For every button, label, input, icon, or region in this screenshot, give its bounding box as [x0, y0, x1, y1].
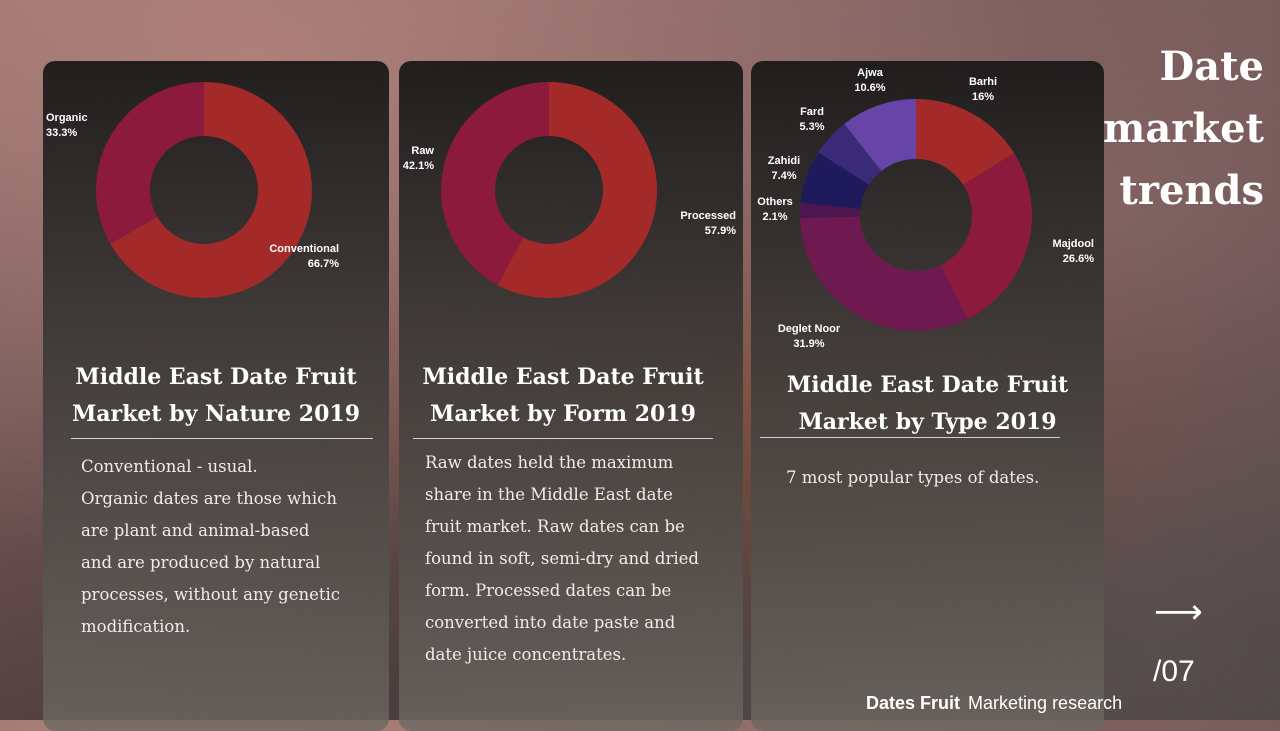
- card-heading: Middle East Date Fruit Market by Type 20…: [751, 367, 1104, 441]
- page-number: /07: [1153, 655, 1195, 688]
- card-market-by-form: Processed 57.9% Raw 42.1% Middle East Date …: [399, 61, 743, 731]
- next-arrow-icon[interactable]: ⟶: [1154, 592, 1203, 632]
- card-heading-line: Market by Type 2019: [798, 409, 1057, 435]
- slice-category-label: Fard: [800, 106, 824, 118]
- slice-value-label: 42.1%: [403, 160, 434, 172]
- slice-category-label: Majdool: [1052, 238, 1094, 250]
- slice-value-label: 10.6%: [854, 82, 885, 94]
- slice-value-label: 16%: [972, 91, 994, 103]
- description-line: modification.: [81, 617, 191, 636]
- card-heading-line: Market by Form 2019: [430, 401, 696, 427]
- card-heading-line: Middle East Date Fruit: [786, 372, 1069, 398]
- card-heading: Middle East Date Fruit Market by Nature …: [43, 359, 389, 433]
- card-heading-line: Middle East Date Fruit: [422, 364, 704, 390]
- card-heading-line: Middle East Date Fruit: [75, 364, 357, 390]
- divider: [760, 437, 1060, 438]
- divider: [71, 438, 373, 439]
- slice-value-label: 33.3%: [46, 127, 77, 139]
- slice-category-label: Barhi: [969, 76, 997, 88]
- pie-slice-ajwa: [844, 99, 916, 171]
- slice-category-label: Conventional: [269, 243, 339, 255]
- description-line: Raw dates held the maximum: [425, 453, 674, 472]
- footer: Dates Fruit Marketing research: [866, 690, 1122, 716]
- card-description: Raw dates held the maximum share in the …: [425, 447, 699, 671]
- card-description: Conventional - usual. Organic dates are …: [81, 451, 340, 643]
- pie-slice-organic: [95, 82, 204, 244]
- slice-category-label: Zahidi: [768, 155, 800, 167]
- description-line: processes, without any genetic: [81, 585, 341, 604]
- pie-slice-conventional: [110, 82, 313, 298]
- divider: [413, 438, 713, 439]
- description-line: Organic dates are those which: [81, 489, 338, 508]
- donut-chart-form: Processed 57.9% Raw 42.1%: [403, 82, 736, 298]
- card-heading-line: Market by Nature 2019: [71, 401, 361, 427]
- slide-title-line: market: [1103, 105, 1264, 152]
- slide-title: Date market trends: [1064, 36, 1264, 222]
- pie-slice-deglet-noor: [800, 216, 968, 331]
- pie-slice-raw: [441, 82, 549, 285]
- slice-value-label: 26.6%: [1063, 253, 1094, 265]
- description-line: and are produced by natural: [81, 553, 321, 572]
- description-line: fruit market. Raw dates can be: [425, 517, 685, 536]
- card-heading: Middle East Date Fruit Market by Form 20…: [399, 359, 727, 433]
- slice-category-label: Ajwa: [857, 67, 884, 79]
- description-line: converted into date paste and: [425, 613, 676, 632]
- description-line: 7 most popular types of dates.: [786, 468, 1040, 487]
- pie-slice-fard: [818, 123, 882, 185]
- pie-slice-processed: [497, 82, 657, 298]
- card-description: 7 most popular types of dates.: [786, 462, 1039, 494]
- slice-category-label: Deglet Noor: [778, 323, 841, 335]
- slice-value-label: 5.3%: [799, 121, 824, 133]
- slice-value-label: 7.4%: [771, 170, 796, 182]
- donut-chart-nature: Conventional 66.7% Organic 33.3%: [46, 82, 339, 298]
- pie-slice-zahidi: [800, 152, 869, 210]
- footer-brand: Dates Fruit: [866, 693, 961, 713]
- pie-slice-majdool: [940, 152, 1032, 319]
- slice-category-label: Processed: [680, 210, 736, 222]
- description-line: share in the Middle East date: [425, 485, 673, 504]
- description-line: found in soft, semi-dry and dried: [425, 549, 699, 568]
- slice-value-label: 57.9%: [705, 225, 736, 237]
- description-line: date juice concentrates.: [425, 645, 627, 664]
- slice-value-label: 31.9%: [793, 338, 824, 350]
- pie-slice-others: [800, 202, 861, 219]
- slice-value-label: 66.7%: [308, 258, 339, 270]
- slice-value-label: 2.1%: [762, 211, 787, 223]
- pie-slice-barhi: [916, 99, 1015, 186]
- slice-category-label: Raw: [411, 145, 434, 157]
- slide-title-line: trends: [1119, 167, 1264, 214]
- donut-chart-type: Barhi 16% Majdool 26.6% Deglet Noor 31.9% Othe…: [757, 67, 1094, 350]
- slide-title-line: Date: [1159, 43, 1264, 90]
- description-line: Conventional - usual.: [81, 457, 258, 476]
- slice-category-label: Others: [757, 196, 792, 208]
- description-line: form. Processed dates can be: [425, 581, 672, 600]
- card-market-by-type: Barhi 16% Majdool 26.6% Deglet Noor 31.9% Othe…: [751, 61, 1104, 731]
- description-line: are plant and animal-based: [81, 521, 310, 540]
- card-market-by-nature: Conventional 66.7% Organic 33.3% Middle Eas…: [43, 61, 389, 731]
- footer-subtitle: Marketing research: [968, 693, 1123, 713]
- slice-category-label: Organic: [46, 112, 88, 124]
